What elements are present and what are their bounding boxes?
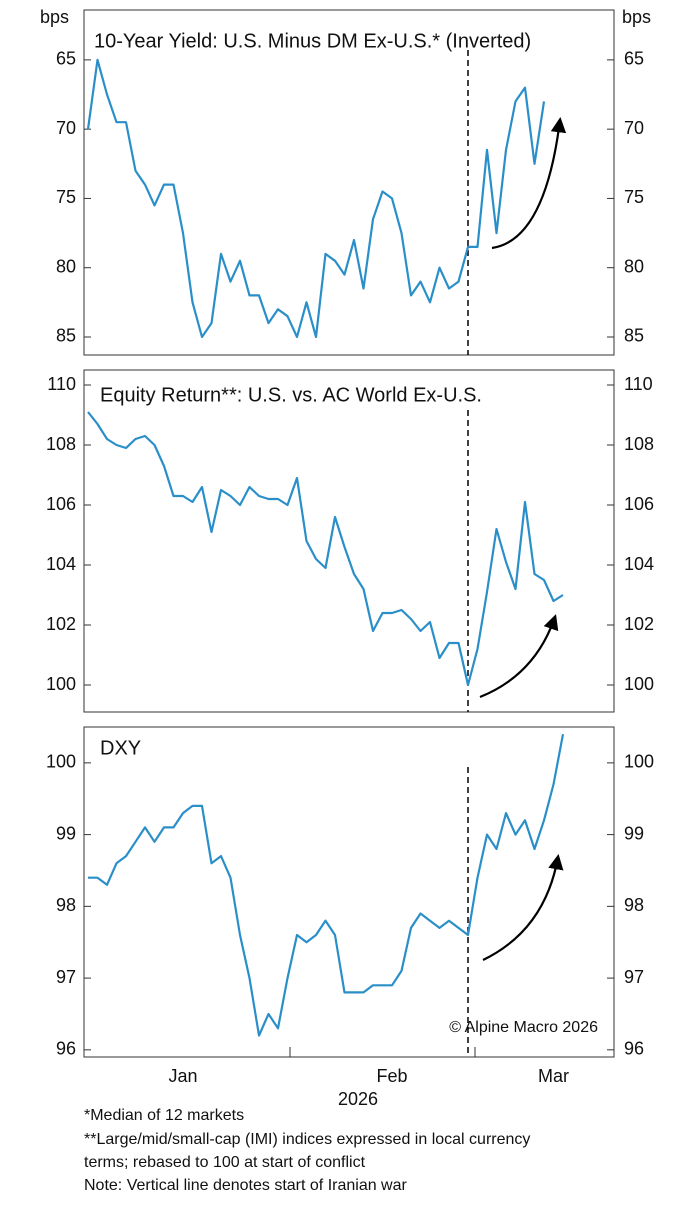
y-tick-label: 80 — [56, 256, 76, 276]
y-tick-label: 99 — [624, 823, 644, 843]
y-tick-label: 97 — [624, 967, 644, 987]
footnote: *Median of 12 markets — [84, 1107, 244, 1124]
y-tick-label: 99 — [56, 823, 76, 843]
x-axis-label: 2026 — [338, 1089, 378, 1109]
y-tick-label: 80 — [624, 256, 644, 276]
y-tick-label: 75 — [56, 187, 76, 207]
y-tick-label: 110 — [47, 374, 76, 394]
footnote: terms; rebased to 100 at start of confli… — [84, 1154, 366, 1171]
y-tick-label: 100 — [46, 752, 76, 772]
y-tick-label: 98 — [56, 895, 76, 915]
series-line — [87, 411, 564, 687]
series-line — [88, 733, 565, 1037]
footnote: **Large/mid/small-cap (IMI) indices expr… — [84, 1131, 530, 1148]
y-tick-label: 85 — [56, 326, 76, 346]
y-tick-label: 98 — [624, 895, 644, 915]
y-tick-label: 100 — [624, 752, 654, 772]
y-tick-label: 65 — [56, 49, 76, 69]
y-tick-label: 102 — [46, 614, 76, 634]
y-unit-left: bps — [40, 7, 69, 27]
y-tick-label: 96 — [56, 1039, 76, 1059]
y-tick-label: 104 — [46, 554, 76, 574]
copyright: © Alpine Macro 2026 — [449, 1019, 598, 1036]
footnote: Note: Vertical line denotes start of Ira… — [84, 1177, 408, 1194]
y-tick-label: 108 — [46, 434, 76, 454]
x-tick-label: Mar — [538, 1066, 569, 1086]
y-tick-label: 70 — [624, 118, 644, 138]
y-tick-label: 110 — [624, 374, 653, 394]
y-tick-label: 102 — [624, 614, 654, 634]
panel-title: 10-Year Yield: U.S. Minus DM Ex-U.S.* (I… — [94, 30, 531, 52]
x-tick-label: Jan — [168, 1066, 197, 1086]
x-tick-label: Feb — [376, 1066, 407, 1086]
y-tick-label: 106 — [46, 494, 76, 514]
series-line — [86, 58, 546, 339]
y-tick-label: 96 — [624, 1039, 644, 1059]
y-tick-label: 104 — [624, 554, 654, 574]
y-tick-label: 97 — [56, 967, 76, 987]
panel-frames — [83, 9, 615, 1058]
y-tick-label: 108 — [624, 434, 654, 454]
panel-title: Equity Return**: U.S. vs. AC World Ex-U.… — [100, 384, 482, 406]
arrows — [479, 116, 567, 961]
y-tick-label: 106 — [624, 494, 654, 514]
y-tick-label: 85 — [624, 326, 644, 346]
y-tick-label: 70 — [56, 118, 76, 138]
y-tick-label: 100 — [624, 674, 654, 694]
y-tick-label: 100 — [46, 674, 76, 694]
y-tick-label: 65 — [624, 49, 644, 69]
panel-title: DXY — [100, 737, 141, 759]
y-tick-label: 75 — [624, 187, 644, 207]
y-unit-right: bps — [622, 7, 651, 27]
